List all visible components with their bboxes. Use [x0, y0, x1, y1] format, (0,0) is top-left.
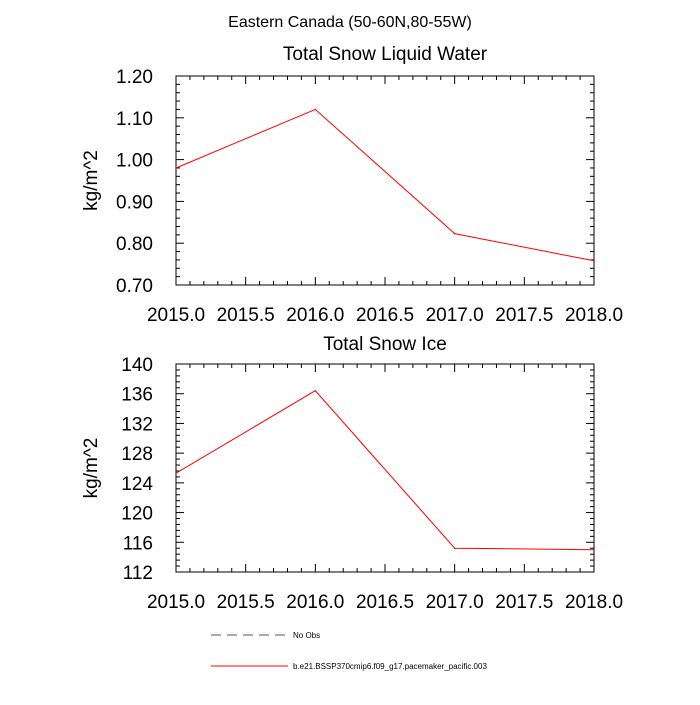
y-tick-label: 112: [123, 563, 153, 584]
y-tick-label: 120: [121, 504, 153, 525]
y-tick-label: 0.70: [116, 276, 153, 297]
x-tick-label: 2017.0: [426, 592, 484, 613]
x-tick-label: 2016.0: [286, 305, 344, 326]
data-point: [593, 259, 595, 262]
chart-title: Total Snow Liquid Water: [283, 44, 488, 65]
data-point: [453, 232, 456, 235]
y-tick-label: 0.90: [116, 192, 153, 213]
figure-title: Eastern Canada (50-60N,80-55W): [228, 14, 472, 31]
y-tick-label: 1.10: [116, 109, 153, 130]
data-point: [314, 389, 317, 392]
y-tick-label: 0.80: [116, 234, 153, 255]
legend-label: No Obs: [293, 631, 320, 640]
y-tick-label: 1.00: [116, 151, 153, 172]
legend-item: b.e21.BSSP370cmip6.f09_g17.pacemaker_pac…: [211, 662, 487, 671]
x-tick-label: 2018.0: [565, 592, 623, 613]
y-tick-label: 132: [121, 414, 153, 435]
plot-frame: [175, 363, 595, 573]
x-tick-label: 2016.5: [356, 305, 414, 326]
y-axis-label: kg/m^2: [81, 150, 102, 211]
y-tick-label: 116: [123, 533, 153, 554]
y-axis-label: kg/m^2: [81, 438, 102, 499]
data-point: [175, 472, 177, 475]
x-tick-label: 2015.5: [217, 305, 275, 326]
x-tick-label: 2015.0: [147, 305, 205, 326]
legend-label: b.e21.BSSP370cmip6.f09_g17.pacemaker_pac…: [293, 662, 487, 671]
chart-panel-2: Total Snow Ice 2015.0 2015.5 2016.0 2016.5 20…: [81, 334, 623, 613]
x-tick-label: 2017.0: [426, 305, 484, 326]
x-tick-label: 2015.0: [147, 592, 205, 613]
y-tick-label: 124: [121, 474, 153, 495]
x-tick-label: 2016.5: [356, 592, 414, 613]
data-point: [453, 547, 456, 550]
data-point: [593, 548, 595, 551]
charts-group: Total Snow Liquid Water 2015.0 2015.5 2016.…: [81, 44, 623, 613]
x-tick-label: 2017.5: [495, 305, 553, 326]
chart-panel-1: Total Snow Liquid Water 2015.0 2015.5 2016.…: [81, 44, 623, 326]
y-tick-label: 128: [121, 444, 153, 465]
x-tick-label: 2018.0: [565, 305, 623, 326]
legend: No Obs b.e21.BSSP370cmip6.f09_g17.pacemak…: [211, 631, 487, 671]
x-tick-label: 2017.5: [495, 592, 553, 613]
x-tick-label: 2016.0: [286, 592, 344, 613]
y-tick-label: 140: [121, 355, 153, 376]
data-point: [175, 167, 177, 169]
chart-title: Total Snow Ice: [323, 334, 447, 355]
data-point: [314, 108, 317, 111]
plot-frame: [175, 75, 595, 286]
series-line-1: [175, 390, 595, 551]
y-tick-label: 1.20: [116, 67, 153, 88]
legend-item: No Obs: [211, 631, 320, 640]
y-tick-label: 136: [121, 385, 153, 406]
x-tick-label: 2015.5: [217, 592, 275, 613]
series-line-1: [175, 108, 595, 262]
